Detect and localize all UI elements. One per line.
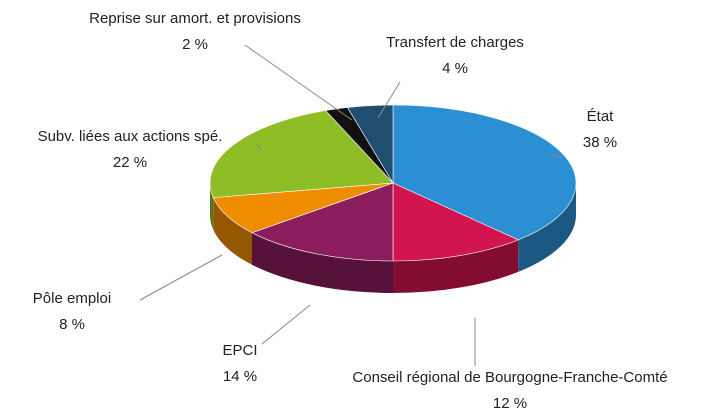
pie: [209, 104, 577, 293]
slice: [346, 104, 394, 185]
slice-side: [393, 239, 519, 293]
slice: [209, 110, 394, 198]
slice: [392, 104, 577, 241]
value-label: 4 %: [442, 60, 468, 77]
category-name: Subv. liées aux actions spé.: [37, 128, 223, 145]
value-label: 14 %: [222, 368, 258, 385]
value-label: 38 %: [582, 134, 618, 151]
slice-side: [210, 183, 214, 230]
leader-line: [547, 152, 563, 159]
slice-label: Subv. liées aux actions spé. 22 %: [0, 124, 260, 176]
slice-label: État 38 %: [540, 104, 660, 156]
slice-label: Pôle emploi 8 %: [2, 286, 142, 338]
leader-line: [377, 81, 401, 119]
leader-line: [139, 254, 223, 301]
slice: [251, 182, 394, 262]
value-label: 22 %: [112, 154, 148, 171]
value-label: 2 %: [182, 36, 208, 53]
leader-line: [261, 304, 311, 345]
leader-lines: [139, 44, 563, 366]
value-label: 12 %: [492, 395, 528, 412]
slice: [392, 182, 520, 262]
slice: [212, 182, 394, 234]
slice-label: EPCI 14 %: [200, 338, 280, 390]
slice-side: [518, 183, 576, 272]
category-name: Conseil régional de Bourgogne-Franche-Co…: [352, 369, 668, 386]
value-label: 8 %: [59, 316, 85, 333]
slice-side: [251, 232, 393, 293]
leader-line: [254, 142, 263, 151]
category-name: Reprise sur amort. et provisions: [89, 10, 301, 27]
category-name: État: [586, 108, 614, 125]
category-name: Pôle emploi: [32, 290, 112, 307]
category-name: Transfert de charges: [386, 34, 524, 51]
slice-label: Conseil régional de Bourgogne-Franche-Co…: [290, 365, 726, 414]
leader-line: [244, 44, 353, 121]
slice-label: Reprise sur amort. et provisions 2 %: [80, 6, 310, 58]
slice-side: [213, 197, 252, 265]
category-name: EPCI: [222, 342, 258, 359]
slice-label: Transfert de charges 4 %: [355, 30, 555, 82]
